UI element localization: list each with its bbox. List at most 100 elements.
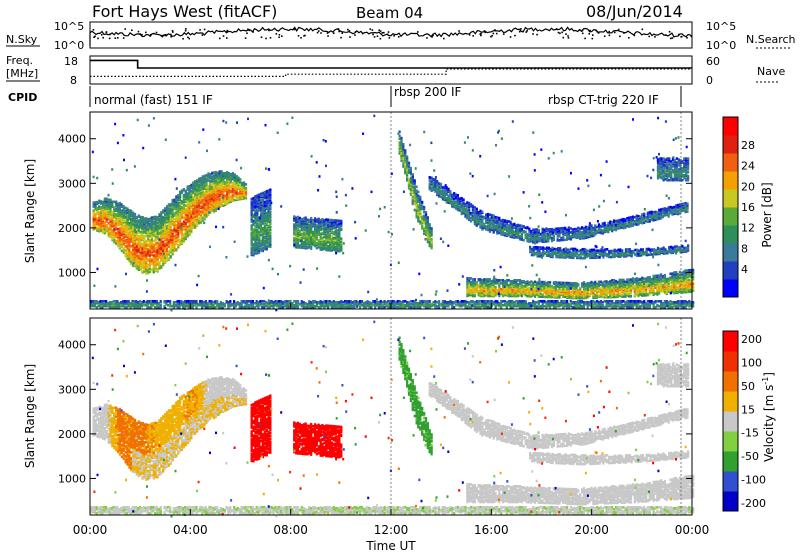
power-cell (407, 171, 411, 174)
power-cell (190, 210, 193, 213)
power-cell (534, 237, 537, 240)
power-cell (124, 225, 127, 228)
power-cell (226, 173, 229, 176)
power-cell (117, 241, 120, 245)
power-cell (259, 203, 263, 206)
power-cell (120, 239, 123, 243)
power-cell (302, 217, 305, 220)
power-cell (139, 249, 142, 252)
power-cell (130, 217, 133, 221)
power-cell (494, 215, 497, 219)
power-cell (543, 235, 546, 238)
power-cell (402, 150, 405, 154)
freq-label: Freq. (6, 54, 33, 67)
power-cell (402, 164, 405, 168)
power-cell (423, 220, 426, 224)
power-cell (258, 195, 261, 198)
power-cell (315, 243, 318, 247)
power-cell (192, 216, 195, 220)
power-cell (220, 182, 223, 186)
nsearch-point (226, 29, 229, 32)
power-cell (222, 179, 225, 183)
power-cell (428, 182, 431, 186)
nsearch-point (641, 28, 644, 31)
power-cell (152, 220, 155, 224)
power-cell (293, 215, 296, 218)
power-cell (413, 199, 416, 203)
power-cell (340, 227, 343, 231)
power-cell (179, 204, 182, 207)
power-cell (267, 206, 270, 210)
power-cell (611, 220, 614, 224)
power-cell (147, 222, 150, 226)
power-cell (177, 245, 180, 249)
power-cell (141, 226, 144, 230)
power-cell (164, 256, 167, 259)
power-cell (150, 232, 153, 235)
power-cell (415, 203, 418, 206)
power-cell (207, 192, 210, 196)
power-cell (426, 219, 429, 222)
power-cell (126, 218, 129, 221)
power-cell (319, 242, 322, 245)
power-cell (186, 231, 189, 234)
power-cell (426, 222, 429, 226)
power-cell (141, 261, 144, 264)
nsearch-point (320, 32, 322, 34)
power-cell (321, 224, 324, 228)
power-cell (415, 192, 418, 195)
power-cell (169, 247, 172, 250)
power-cell (451, 200, 454, 203)
power-cell (118, 216, 121, 220)
nsearch-point (525, 31, 528, 33)
power-cell (177, 197, 180, 201)
power-cell (124, 245, 127, 248)
power-cell (306, 246, 309, 249)
power-cell (594, 231, 597, 234)
power-cell (201, 175, 204, 178)
power-cell (167, 203, 170, 206)
nsearch-point (280, 35, 283, 38)
power-cell (424, 211, 428, 214)
power-cell (409, 166, 412, 170)
power-cell (130, 211, 133, 215)
power-cell (464, 202, 467, 206)
power-cell (267, 211, 270, 215)
power-cell (197, 206, 201, 209)
power-cell (267, 224, 270, 228)
power-cell (130, 226, 133, 229)
power-cell (164, 222, 167, 226)
power-cell (269, 225, 272, 229)
power-cell (430, 176, 433, 180)
power-cell (475, 223, 478, 226)
power-cell (186, 225, 189, 229)
power-cell (252, 232, 255, 235)
power-cell (466, 201, 469, 204)
power-cell (115, 227, 118, 230)
power-cell (167, 209, 170, 212)
power-cell (103, 227, 106, 231)
power-cell (182, 233, 185, 236)
nsearch-point (633, 34, 636, 37)
power-cell (124, 230, 127, 233)
power-cell (327, 225, 330, 228)
power-cell (313, 219, 317, 222)
power-cell (250, 197, 253, 201)
power-cell (661, 209, 665, 213)
power-cell (228, 172, 231, 175)
power-cell (543, 237, 546, 240)
power-cell (611, 226, 614, 230)
power-cell (259, 212, 263, 215)
nsearch-point (303, 35, 305, 37)
power-cell (180, 189, 184, 192)
power-cell (261, 236, 264, 240)
power-cell (120, 244, 123, 248)
power-cell (130, 209, 133, 213)
power-cell (156, 254, 159, 257)
power-cell (298, 233, 301, 237)
power-cell (199, 178, 202, 182)
power-cell (641, 220, 644, 224)
power-cell (517, 223, 520, 227)
power-cell (336, 229, 339, 232)
power-cell (209, 191, 212, 195)
